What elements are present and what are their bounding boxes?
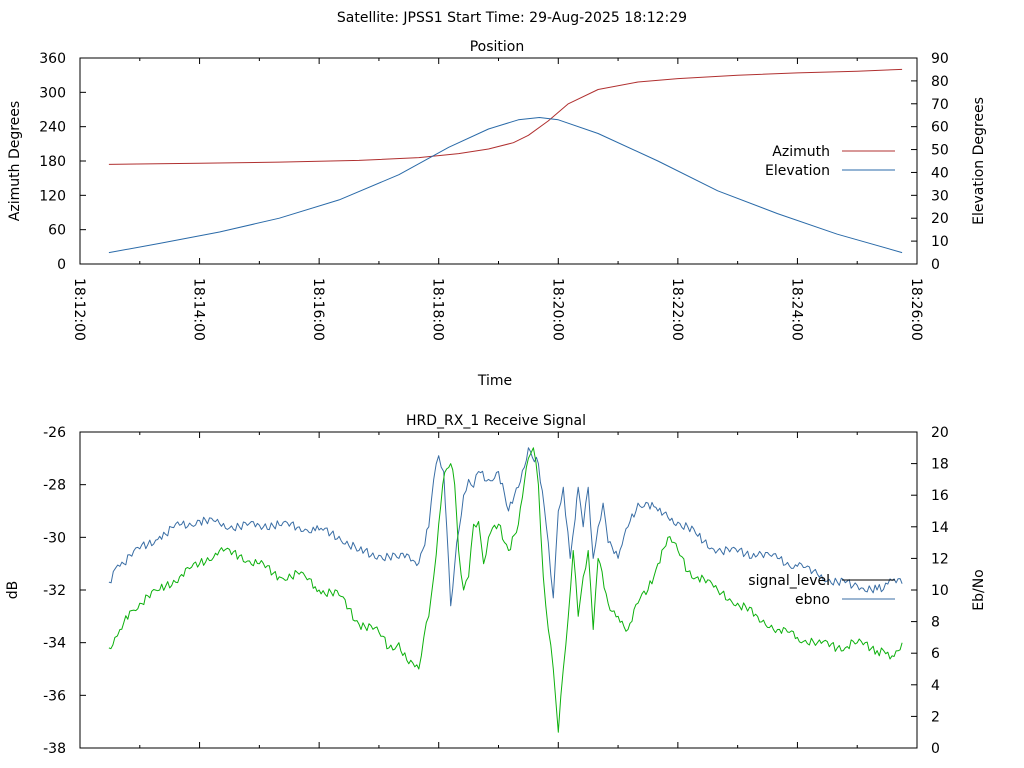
azimuth-axis-title: Azimuth Degrees [7, 101, 23, 221]
position-chart: Position 0 60 120 180 240 300 360 0 10 20 30 40 50 60… [7, 39, 987, 389]
position-plot-frame [79, 57, 918, 265]
right-y-tick-label: 90 [931, 51, 949, 67]
right-y-tick-label: 80 [931, 74, 949, 90]
right-y-tick-label: 14 [931, 520, 949, 536]
right-y-tick-label: 4 [931, 678, 940, 694]
left-y-tick-label: -36 [43, 688, 66, 704]
right-y-tick-label: 50 [931, 143, 949, 159]
elevation-line [108, 117, 903, 254]
right-y-tick-label: 20 [931, 211, 949, 227]
time-axis-title: Time [477, 373, 512, 389]
left-y-tick-label: 180 [39, 154, 66, 170]
left-y-tick-label: 360 [39, 51, 66, 67]
left-y-tick-label: -26 [43, 425, 66, 441]
signal-series [108, 447, 903, 733]
receive-signal-chart-title: HRD_RX_1 Receive Signal [406, 413, 586, 429]
position-chart-title: Position [470, 39, 525, 55]
x-tick-label: 18:12:00 [71, 278, 87, 341]
x-tick-label: 18:22:00 [669, 278, 685, 341]
right-y-tick-label: 70 [931, 97, 949, 113]
left-y-tick-label: 300 [39, 85, 66, 101]
signal-ticks: -38 -36 -34 -32 -30 -28 -26 0 2 4 6 8 10 12 14 16 18 20 [43, 425, 949, 757]
right-y-tick-label: 2 [931, 709, 940, 725]
position-ticks: 0 60 120 180 240 300 360 0 10 20 30 40 50 60 70 80 90 18:… [39, 51, 949, 341]
right-y-tick-label: 8 [931, 615, 940, 631]
right-y-tick-label: 10 [931, 583, 949, 599]
right-y-tick-label: 60 [931, 120, 949, 136]
ebno-line [108, 447, 903, 607]
position-series [108, 68, 903, 254]
legend-label-azimuth: Azimuth [772, 144, 830, 160]
legend-label-elevation: Elevation [765, 163, 830, 179]
right-y-tick-label: 10 [931, 234, 949, 250]
right-y-tick-label: 20 [931, 425, 949, 441]
left-y-tick-label: -28 [43, 478, 66, 494]
signal-legend: signal_level ebno [748, 573, 895, 608]
left-y-tick-label: -38 [43, 741, 66, 757]
right-y-tick-label: 30 [931, 188, 949, 204]
right-y-tick-label: 18 [931, 457, 949, 473]
signal-trace-line [108, 447, 903, 733]
position-legend: Azimuth Elevation [765, 144, 895, 179]
ebno-axis-title: Eb/No [971, 569, 987, 611]
x-tick-label: 18:16:00 [310, 278, 326, 341]
x-tick-label: 18:14:00 [191, 278, 207, 341]
right-y-tick-label: 12 [931, 551, 949, 567]
signal-plot-frame [79, 431, 918, 749]
right-y-tick-label: 0 [931, 741, 940, 757]
right-y-tick-label: 0 [931, 257, 940, 273]
right-y-tick-label: 40 [931, 165, 949, 181]
x-tick-label: 18:26:00 [908, 278, 924, 341]
left-y-tick-label: 60 [48, 223, 66, 239]
x-tick-label: 18:20:00 [549, 278, 565, 341]
left-y-tick-label: -30 [43, 530, 66, 546]
azimuth-line [108, 68, 903, 165]
left-y-tick-label: -32 [43, 583, 66, 599]
legend-label-signal-level: signal_level [748, 573, 830, 589]
figure-suptitle: Satellite: JPSS1 Start Time: 29-Aug-2025… [337, 10, 687, 26]
legend-label-ebno: ebno [795, 592, 830, 608]
x-tick-label: 18:18:00 [430, 278, 446, 341]
left-y-tick-label: 0 [57, 257, 66, 273]
left-y-tick-label: 240 [39, 120, 66, 136]
left-y-tick-label: -34 [43, 636, 66, 652]
left-y-tick-label: 120 [39, 188, 66, 204]
receive-signal-chart: HRD_RX_1 Receive Signal -38-36-34-32-30-… [5, 413, 987, 757]
elevation-axis-title: Elevation Degrees [971, 97, 987, 225]
x-tick-label: 18:24:00 [788, 278, 804, 341]
right-y-tick-label: 6 [931, 646, 940, 662]
right-y-tick-label: 16 [931, 488, 949, 504]
db-axis-title: dB [5, 581, 21, 600]
